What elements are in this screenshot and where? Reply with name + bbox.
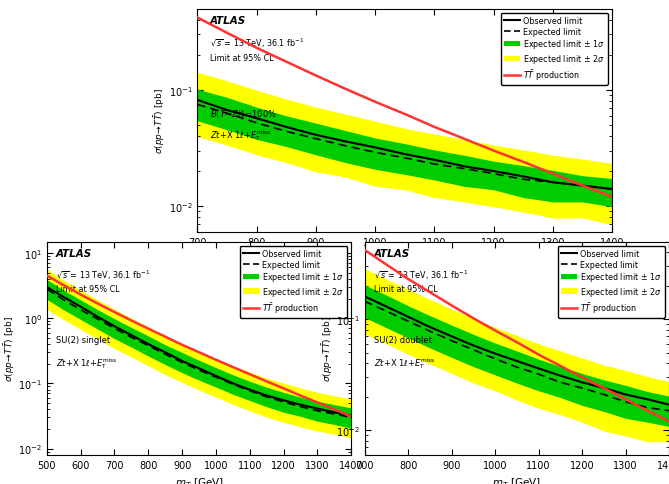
- Text: $\sqrt{s}$ = 13 TeV, 36.1 fb$^{-1}$: $\sqrt{s}$ = 13 TeV, 36.1 fb$^{-1}$: [56, 268, 151, 281]
- X-axis label: $m_{T}$ [GeV]: $m_{T}$ [GeV]: [492, 475, 541, 484]
- Text: SU(2) singlet: SU(2) singlet: [56, 336, 110, 345]
- Text: Limit at 95% CL: Limit at 95% CL: [210, 54, 274, 63]
- Legend: Observed limit, Expected limit, Expected limit $\pm$ 1$\sigma$, Expected limit $: Observed limit, Expected limit, Expected…: [557, 246, 665, 318]
- Text: $Zt$+X 1$\ell$+$E_{\mathrm{T}}^{\mathrm{miss}}$: $Zt$+X 1$\ell$+$E_{\mathrm{T}}^{\mathrm{…: [374, 355, 436, 370]
- Text: Limit at 95% CL: Limit at 95% CL: [56, 285, 120, 294]
- Text: $B(T\!\rightarrow\!Zt)\!=\!100\%$: $B(T\!\rightarrow\!Zt)\!=\!100\%$: [210, 107, 277, 120]
- Y-axis label: $\sigma(pp\!\rightarrow\!T\bar{T})$ [pb]: $\sigma(pp\!\rightarrow\!T\bar{T})$ [pb]: [320, 316, 334, 381]
- Legend: Observed limit, Expected limit, Expected limit $\pm$ 1$\sigma$, Expected limit $: Observed limit, Expected limit, Expected…: [240, 246, 347, 318]
- Text: ATLAS: ATLAS: [56, 248, 92, 258]
- Text: ATLAS: ATLAS: [210, 16, 246, 26]
- Legend: Observed limit, Expected limit, Expected limit $\pm$ 1$\sigma$, Expected limit $: Observed limit, Expected limit, Expected…: [500, 14, 608, 86]
- Text: Limit at 95% CL: Limit at 95% CL: [374, 285, 438, 294]
- Y-axis label: $\sigma(pp\!\rightarrow\!T\bar{T})$ [pb]: $\sigma(pp\!\rightarrow\!T\bar{T})$ [pb]: [2, 316, 17, 381]
- X-axis label: $m_{T}$ [GeV]: $m_{T}$ [GeV]: [175, 475, 223, 484]
- Text: $Zt$+X 1$\ell$+$E_{\mathrm{T}}^{\mathrm{miss}}$: $Zt$+X 1$\ell$+$E_{\mathrm{T}}^{\mathrm{…: [210, 128, 272, 143]
- Y-axis label: $\sigma(pp\!\rightarrow\!T\bar{T})$ [pb]: $\sigma(pp\!\rightarrow\!T\bar{T})$ [pb]: [153, 88, 167, 154]
- Text: SU(2) doublet: SU(2) doublet: [374, 336, 432, 345]
- X-axis label: $m_{T}$ [GeV]: $m_{T}$ [GeV]: [380, 253, 429, 267]
- Text: $\sqrt{s}$ = 13 TeV, 36.1 fb$^{-1}$: $\sqrt{s}$ = 13 TeV, 36.1 fb$^{-1}$: [374, 268, 468, 281]
- Text: ATLAS: ATLAS: [374, 248, 410, 258]
- Text: $\sqrt{s}$ = 13 TeV, 36.1 fb$^{-1}$: $\sqrt{s}$ = 13 TeV, 36.1 fb$^{-1}$: [210, 36, 304, 50]
- Text: $Zt$+X 1$\ell$+$E_{\mathrm{T}}^{\mathrm{miss}}$: $Zt$+X 1$\ell$+$E_{\mathrm{T}}^{\mathrm{…: [56, 355, 118, 370]
